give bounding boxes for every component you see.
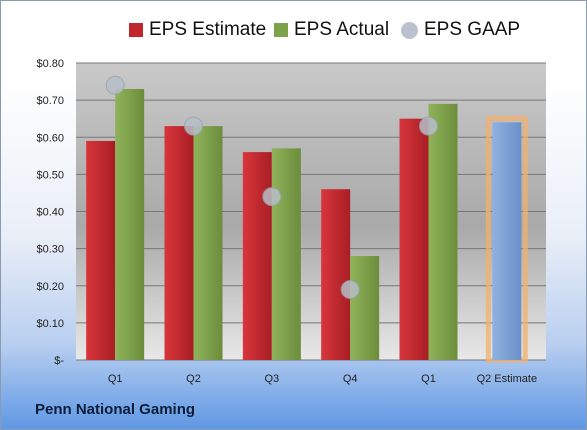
x-tick-label: Q3 [264, 373, 279, 385]
bar-eps-actual [193, 126, 223, 360]
legend-gaap: EPS GAAP [401, 15, 520, 45]
x-tick-label: Q2 Estimate [477, 373, 538, 385]
legend-estimate: EPS Estimate [129, 15, 266, 45]
bar-eps-estimate [399, 118, 429, 360]
y-tick-label: $- [54, 355, 64, 367]
dot-eps-gaap [262, 187, 282, 207]
legend-gaap-label: EPS GAAP [424, 19, 521, 40]
bar-q2-estimate [492, 122, 522, 361]
legend-actual-label: EPS Actual [294, 19, 390, 40]
dot-eps-gaap [184, 116, 203, 136]
bar-eps-actual [115, 88, 145, 361]
company-name: Penn National Gaming [35, 401, 196, 418]
dot-eps-gaap [105, 75, 125, 95]
legend-gaap-swatch [401, 21, 418, 39]
y-tick-label: $0.10 [36, 318, 64, 330]
y-tick-label: $0.50 [36, 169, 64, 181]
bar-eps-estimate [242, 152, 272, 360]
y-tick-label: $0.60 [36, 132, 64, 144]
bar-eps-actual [428, 103, 458, 361]
bar-eps-actual [350, 256, 380, 360]
y-tick-label: $0.20 [36, 281, 64, 293]
dot-eps-gaap [419, 116, 438, 136]
legend: EPS Estimate EPS Actual EPS GAAP [1, 15, 586, 45]
bar-eps-estimate [164, 126, 194, 360]
bar-eps-estimate [321, 189, 351, 360]
legend-estimate-label: EPS Estimate [149, 19, 267, 40]
y-tick-label: $0.80 [36, 58, 64, 70]
legend-actual-swatch [274, 23, 288, 37]
y-tick-label: $0.40 [36, 207, 64, 219]
x-tick-label: Q2 [186, 373, 201, 385]
x-tick-label: Q4 [343, 373, 358, 385]
x-tick-label: Q1 [108, 373, 123, 385]
x-tick-label: Q1 [421, 373, 436, 385]
bar-eps-estimate [86, 140, 116, 360]
bar-eps-actual [271, 148, 301, 360]
legend-estimate-swatch [129, 23, 143, 37]
dot-eps-gaap [340, 279, 360, 299]
y-tick-label: $0.70 [36, 95, 64, 107]
y-tick-label: $0.30 [36, 244, 64, 256]
legend-actual: EPS Actual [274, 15, 389, 45]
